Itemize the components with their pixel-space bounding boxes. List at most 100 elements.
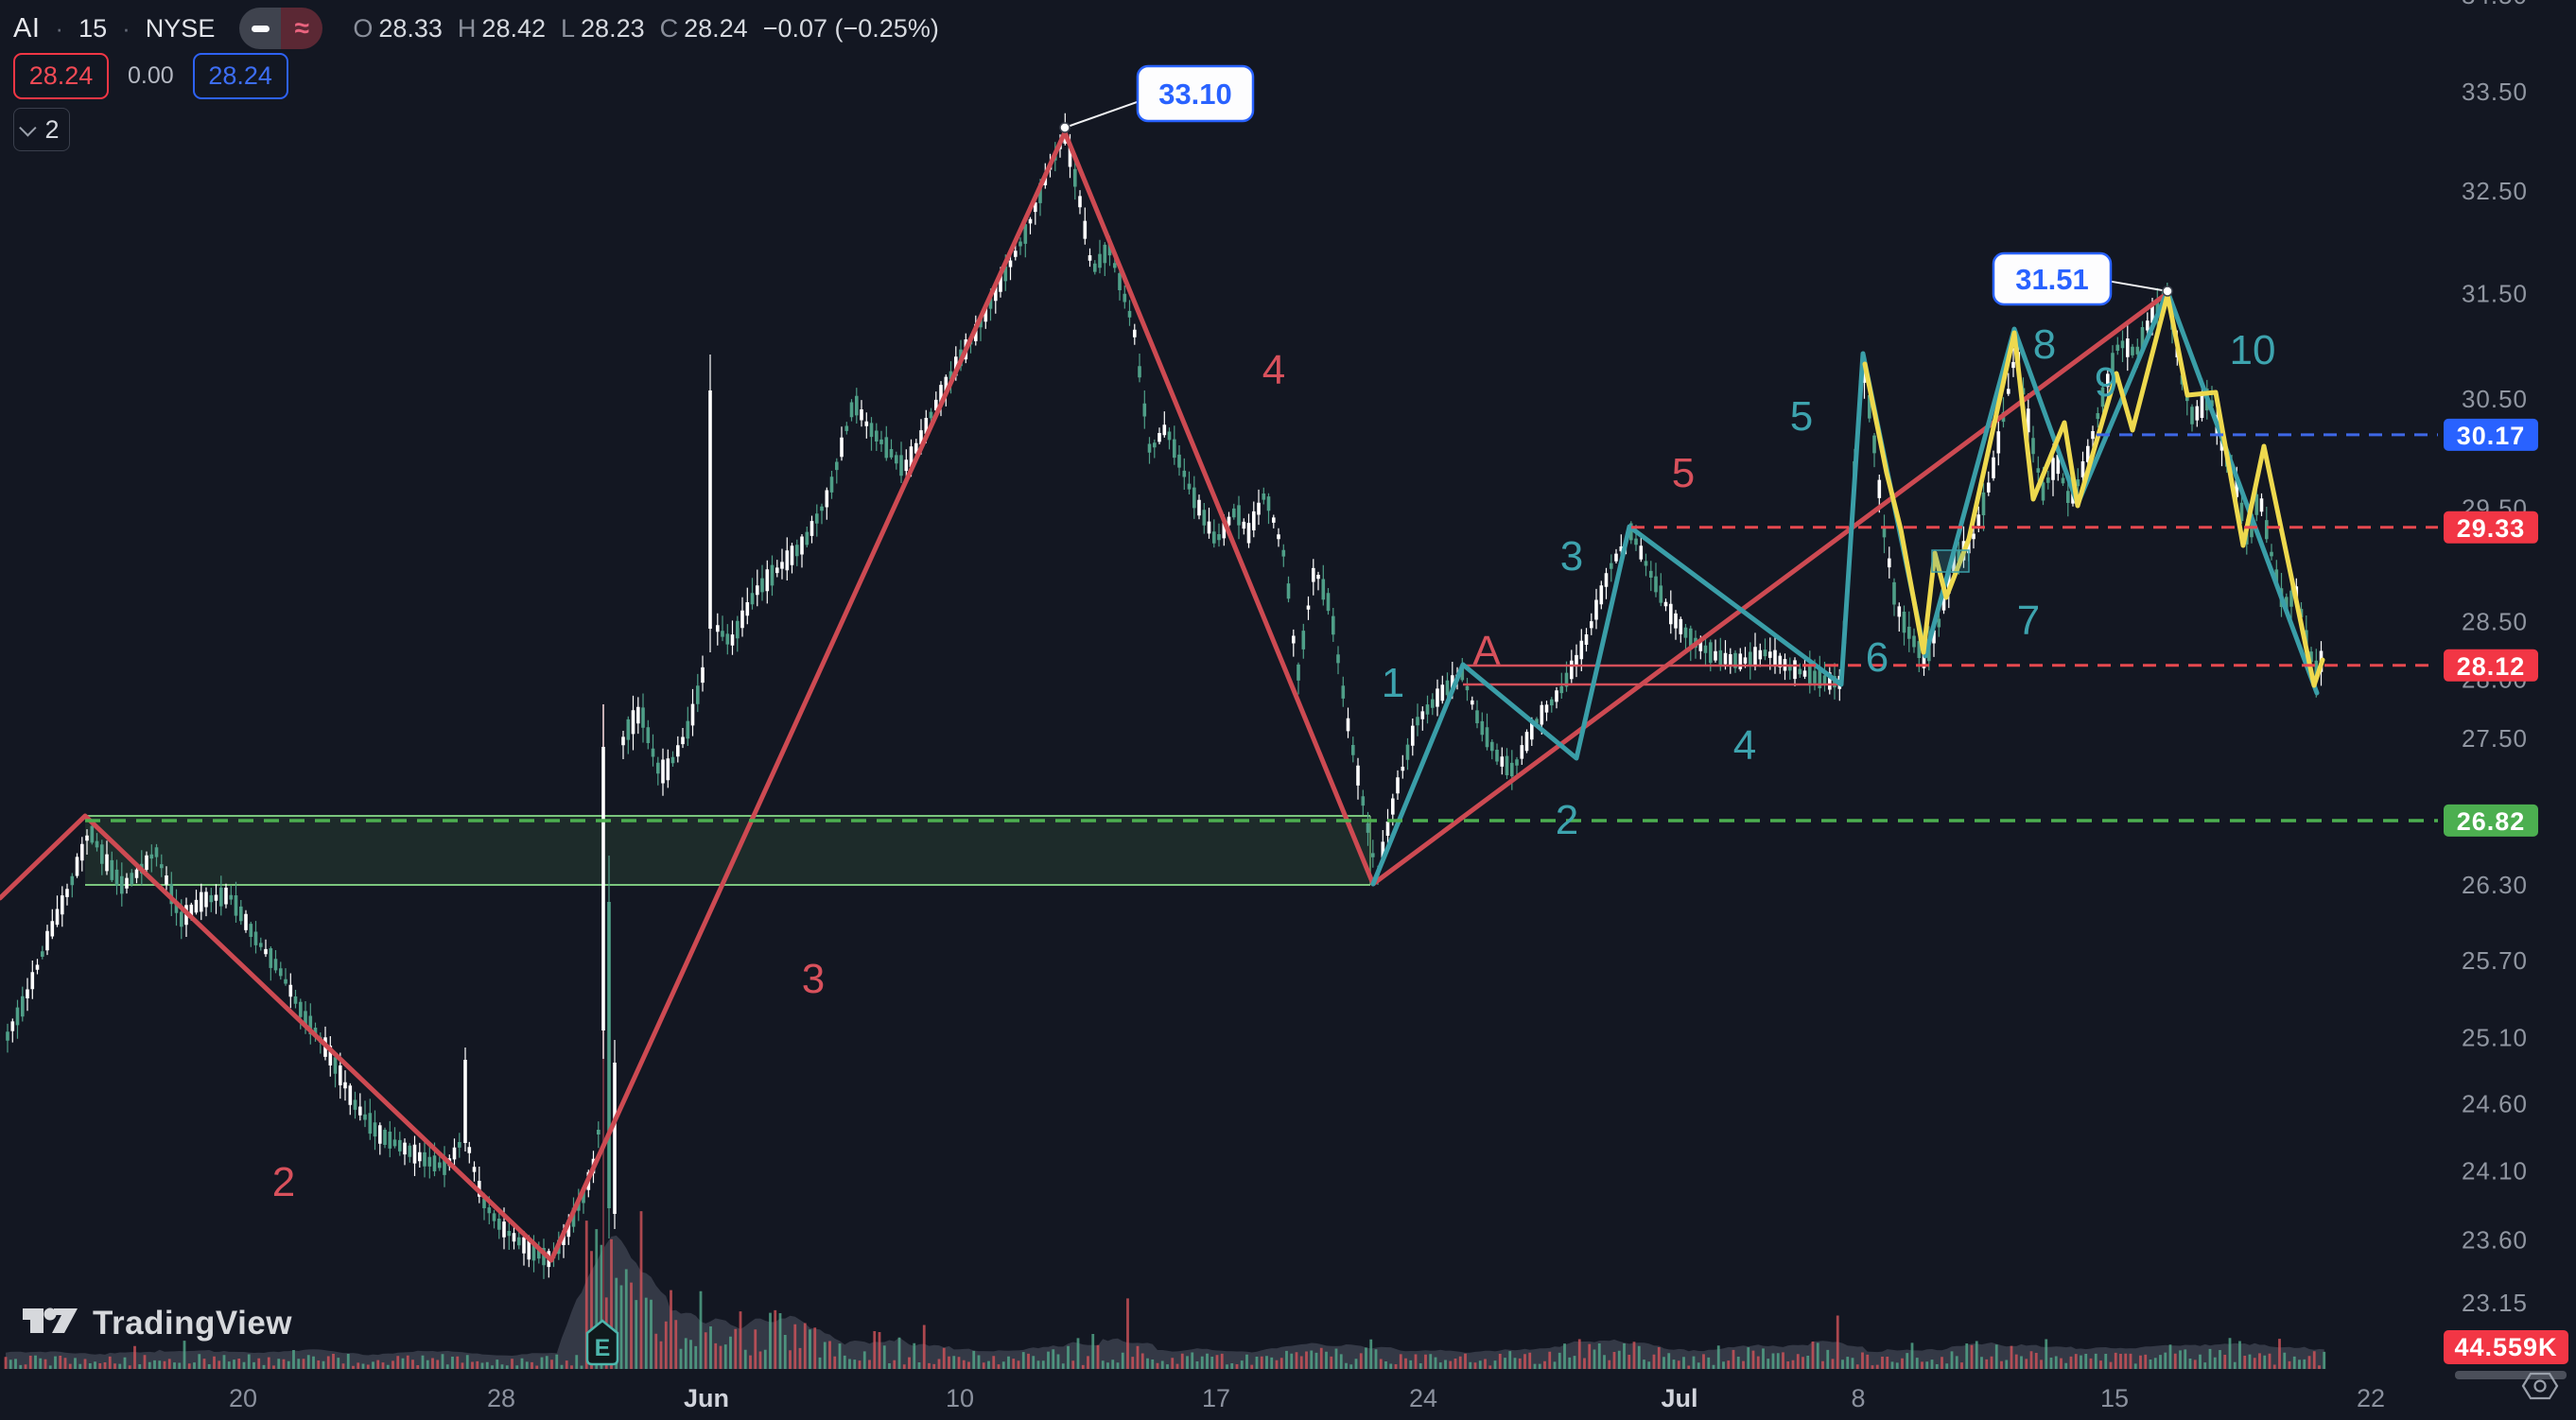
wave-label-3[interactable]: 3 [1560, 533, 1583, 580]
object-tree-collapse[interactable]: 2 [13, 108, 70, 151]
price-tick: 33.50 [2462, 78, 2528, 106]
small-teal-box [1931, 549, 1970, 573]
price-axis[interactable]: 34.5033.5032.5031.5030.5029.5028.5028.00… [2444, 0, 2568, 1379]
anchor-dot [1059, 122, 1070, 133]
wave-labels[interactable]: 2 3 4 A 5 1 2 3 4 5 6 7 89 10 [272, 321, 2276, 1205]
wave-label-8[interactable]: 8 [2033, 321, 2056, 368]
price-label-29.33 [2444, 511, 2538, 544]
high-label: H [457, 13, 477, 43]
svg-text:44.559K: 44.559K [2454, 1333, 2557, 1361]
price-tick: 34.50 [2462, 0, 2528, 9]
time-tick-Jun: Jun [684, 1384, 729, 1412]
tradingview-logo-text: TradingView [93, 1305, 293, 1342]
change-value: −0.07 (−0.25%) [762, 13, 939, 43]
collapse-count: 2 [44, 114, 60, 144]
close-value: 28.24 [684, 13, 748, 43]
wave-label-2[interactable]: 2 [272, 1159, 295, 1205]
low-value: 28.23 [581, 13, 645, 43]
price-tick: 31.50 [2462, 279, 2528, 307]
ohlc-row: O 28.33 H 28.42 L 28.23 C 28.24 −0.07 (−… [353, 14, 939, 43]
wave-label-7[interactable]: 7 [2017, 597, 2040, 644]
svg-text:26.82: 26.82 [2457, 807, 2526, 836]
candles [6, 113, 2324, 1279]
symbol-name[interactable]: AI [13, 12, 41, 43]
svg-text:30.17: 30.17 [2457, 422, 2526, 450]
volume-axis-label [2444, 1330, 2568, 1364]
wave-drawings[interactable] [0, 130, 2325, 1263]
time-tick-22: 22 [2357, 1384, 2385, 1412]
time-tick-8: 8 [1851, 1384, 1865, 1412]
price-tick: 27.50 [2462, 724, 2528, 753]
earnings-icon-letter: E [595, 1335, 611, 1361]
wave-label-4[interactable]: 4 [1262, 347, 1285, 393]
open-label: O [353, 13, 374, 43]
separator-dot: · [55, 13, 64, 43]
exchange-name[interactable]: NYSE [145, 13, 216, 43]
high-value: 28.42 [481, 13, 546, 43]
zigzag-yellow-line [1862, 292, 2325, 688]
wave-label-1[interactable]: 1 [1382, 660, 1404, 706]
wave-label-5[interactable]: 5 [1672, 450, 1695, 496]
scale-eye-icon[interactable] [2521, 1372, 2559, 1400]
price-label-30.17 [2444, 418, 2538, 451]
sell-button[interactable]: 28.24 [13, 53, 109, 99]
callout-box-31.51 [1992, 251, 2113, 306]
wave-label-2[interactable]: 2 [1556, 797, 1578, 843]
candle-wicks-up [11, 113, 2323, 1278]
wave-label-4[interactable]: 4 [1733, 722, 1756, 769]
open-value: 28.33 [378, 13, 443, 43]
tradingview-logo-icon [23, 1307, 78, 1333]
wave-label-3[interactable]: 3 [802, 956, 825, 1002]
interval-value[interactable]: 15 [78, 13, 108, 43]
svg-text:28.12: 28.12 [2457, 652, 2526, 681]
time-tick-24: 24 [1409, 1384, 1437, 1412]
time-tick-15: 15 [2100, 1384, 2129, 1412]
buy-button[interactable]: 28.24 [192, 53, 288, 99]
chevron-down-icon [19, 118, 38, 137]
chart-style-toggle[interactable]: ≈ [239, 8, 323, 49]
svg-text:29.33: 29.33 [2457, 514, 2526, 543]
chart-header: AI · 15 · NYSE ≈ O 28.33 H 28.42 L 28.23… [13, 8, 939, 49]
price-tick: 32.50 [2462, 177, 2528, 205]
wave-label-10[interactable]: 10 [2230, 327, 2276, 373]
close-label: C [659, 13, 679, 43]
time-tick-20: 20 [229, 1384, 257, 1412]
wave-icon[interactable]: ≈ [281, 8, 323, 49]
price-tick: 26.30 [2462, 871, 2528, 899]
price-levels[interactable] [85, 433, 2438, 823]
time-tick-17: 17 [1202, 1384, 1230, 1412]
candle-bodies-down [6, 152, 2319, 1266]
price-tick: 30.50 [2462, 385, 2528, 413]
price-tick: 23.15 [2462, 1289, 2528, 1317]
price-callouts[interactable]: 33.10 31.51 [1059, 64, 2173, 306]
callout-text: 33.10 [1158, 78, 1232, 111]
elliott-wave-red-line [0, 130, 2170, 1263]
candle-bodies-up [10, 127, 2324, 1268]
wave-label-5[interactable]: 5 [1790, 393, 1813, 440]
time-axis[interactable]: 20 28 Jun 10 17 24 Jul 8 15 22 [229, 1384, 2385, 1412]
time-tick-Jul: Jul [1661, 1384, 1697, 1412]
anchor-dot [2162, 286, 2173, 297]
price-tick: 24.10 [2462, 1157, 2528, 1186]
price-tick: 25.10 [2462, 1024, 2528, 1052]
separator-dot: · [122, 13, 131, 43]
wave-label-9[interactable]: 9 [2095, 359, 2117, 406]
low-label: L [561, 13, 576, 43]
price-label-28.12 [2444, 649, 2538, 682]
volume-bars-down [4, 1211, 2321, 1369]
wave-label-A[interactable]: A [1472, 628, 1501, 674]
volume-bars-up [9, 1229, 2326, 1369]
time-tick-10: 10 [946, 1384, 974, 1412]
earnings-icon[interactable] [585, 1319, 619, 1366]
wave-label-6[interactable]: 6 [1866, 634, 1888, 681]
callout-box-33.10 [1136, 64, 1255, 123]
tradingview-logo[interactable]: TradingView [23, 1305, 292, 1342]
spread-value: 0.00 [128, 62, 174, 89]
trade-panel: 28.24 0.00 28.24 [13, 53, 288, 99]
price-tick: 25.70 [2462, 946, 2528, 975]
price-tick: 24.60 [2462, 1089, 2528, 1117]
bar-style-icon[interactable] [239, 8, 282, 49]
elliott-wave-teal-line [1370, 288, 2320, 887]
price-label-26.82 [2444, 804, 2538, 837]
